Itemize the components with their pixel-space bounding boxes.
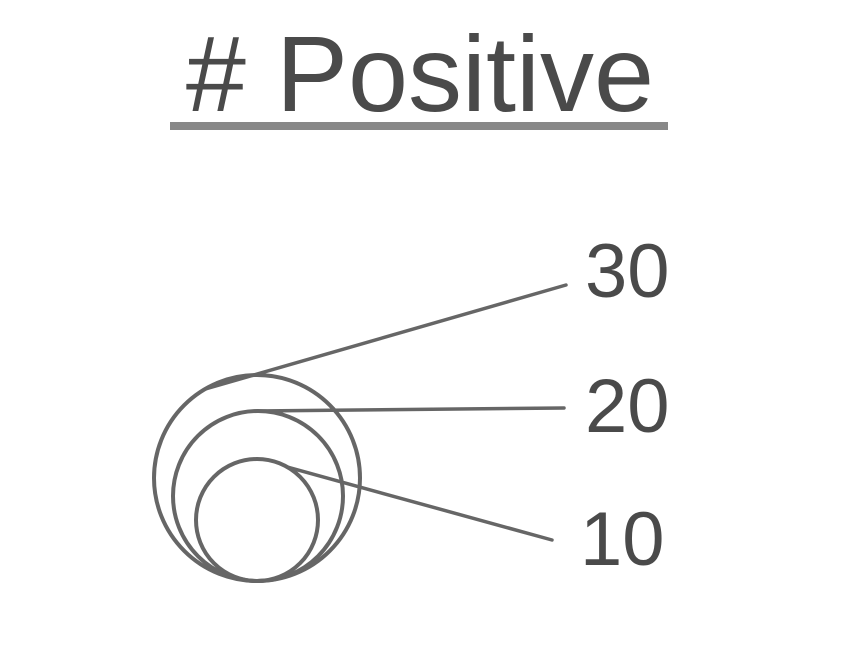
legend-label-30: 30 xyxy=(585,229,670,314)
title-underline xyxy=(170,122,668,130)
legend-title: # Positive xyxy=(185,13,655,134)
legend-circle-20 xyxy=(171,409,345,583)
legend-leader-lines xyxy=(203,283,568,542)
leader-line-20 xyxy=(253,406,566,413)
leader-line-30 xyxy=(203,283,568,391)
legend-circle-10 xyxy=(194,457,320,583)
legend-label-20: 20 xyxy=(585,364,670,449)
legend-labels: 30 20 10 xyxy=(580,229,670,582)
legend-label-10: 10 xyxy=(580,497,665,582)
leader-line-10 xyxy=(285,465,554,542)
